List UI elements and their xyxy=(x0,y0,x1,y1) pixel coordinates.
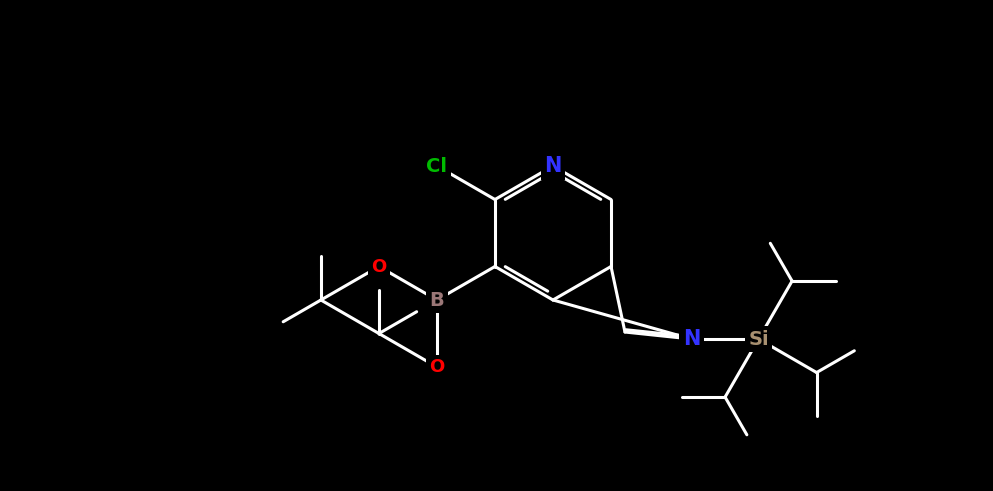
Text: O: O xyxy=(429,358,445,376)
Text: O: O xyxy=(371,257,386,275)
Text: B: B xyxy=(430,291,444,309)
Text: Cl: Cl xyxy=(426,157,448,175)
Text: N: N xyxy=(683,329,700,349)
Text: Si: Si xyxy=(749,329,769,349)
Text: N: N xyxy=(544,156,562,176)
